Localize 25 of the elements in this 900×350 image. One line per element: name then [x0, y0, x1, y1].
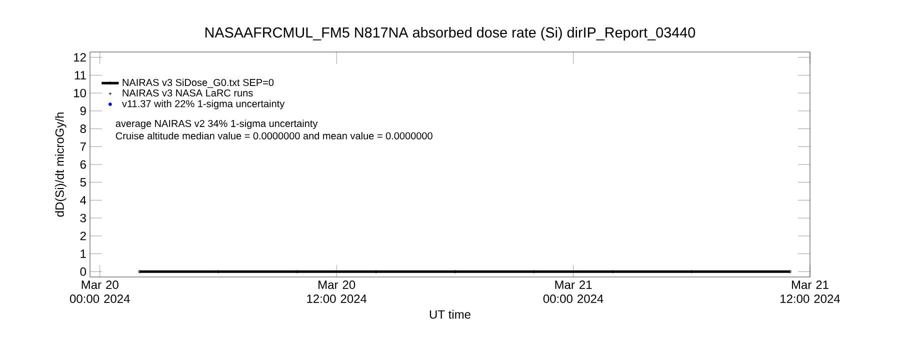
y-tick-label: 5 [80, 178, 86, 187]
y-tick-label: 10 [74, 88, 86, 98]
y-tick-label: 4 [80, 196, 86, 204]
y-tick-label: 9 [80, 106, 86, 116]
x-tick-label: Mar 20 12:00 2024 [307, 280, 367, 304]
legend-label: NAIRAS v3 NASA LaRC runs [122, 89, 253, 97]
annotation: average NAIRAS v2 34% 1-sigma uncertainty [116, 120, 318, 130]
y-tick-label: 0 [80, 267, 86, 276]
y-tick-label: 3 [80, 214, 86, 222]
legend-label: v11.37 with 22% 1-sigma uncertainty [122, 100, 285, 110]
x-axis-title: UT time [430, 310, 470, 319]
legend-label: NAIRAS v3 SiDose_G0.txt SEP=0 [122, 78, 274, 88]
y-tick-label: 11 [74, 71, 86, 80]
annotation: Cruise altitude median value = 0.0000000 and mean value = 0.0000000 [116, 132, 432, 140]
y-tick-label: 7 [80, 142, 86, 151]
x-tick-label: Mar 21 00:00 2024 [543, 280, 604, 304]
y-axis-title: dD(Si)/dt microGy/h [55, 112, 66, 217]
y-tick-label: 8 [80, 124, 86, 134]
y-tick-label: 6 [80, 160, 86, 169]
x-tick-label: Mar 21 12:00 2024 [780, 280, 840, 304]
y-tick-label: 2 [80, 232, 86, 240]
y-tick-label: 12 [74, 53, 86, 62]
x-tick-label: Mar 20 00:00 2024 [70, 280, 130, 304]
y-tick-label: 1 [80, 250, 86, 258]
chart-title: NASAAFRCMUL_FM5 N817NA absorbed dose rate (Si) dirIP_Report_03440 [205, 27, 696, 40]
